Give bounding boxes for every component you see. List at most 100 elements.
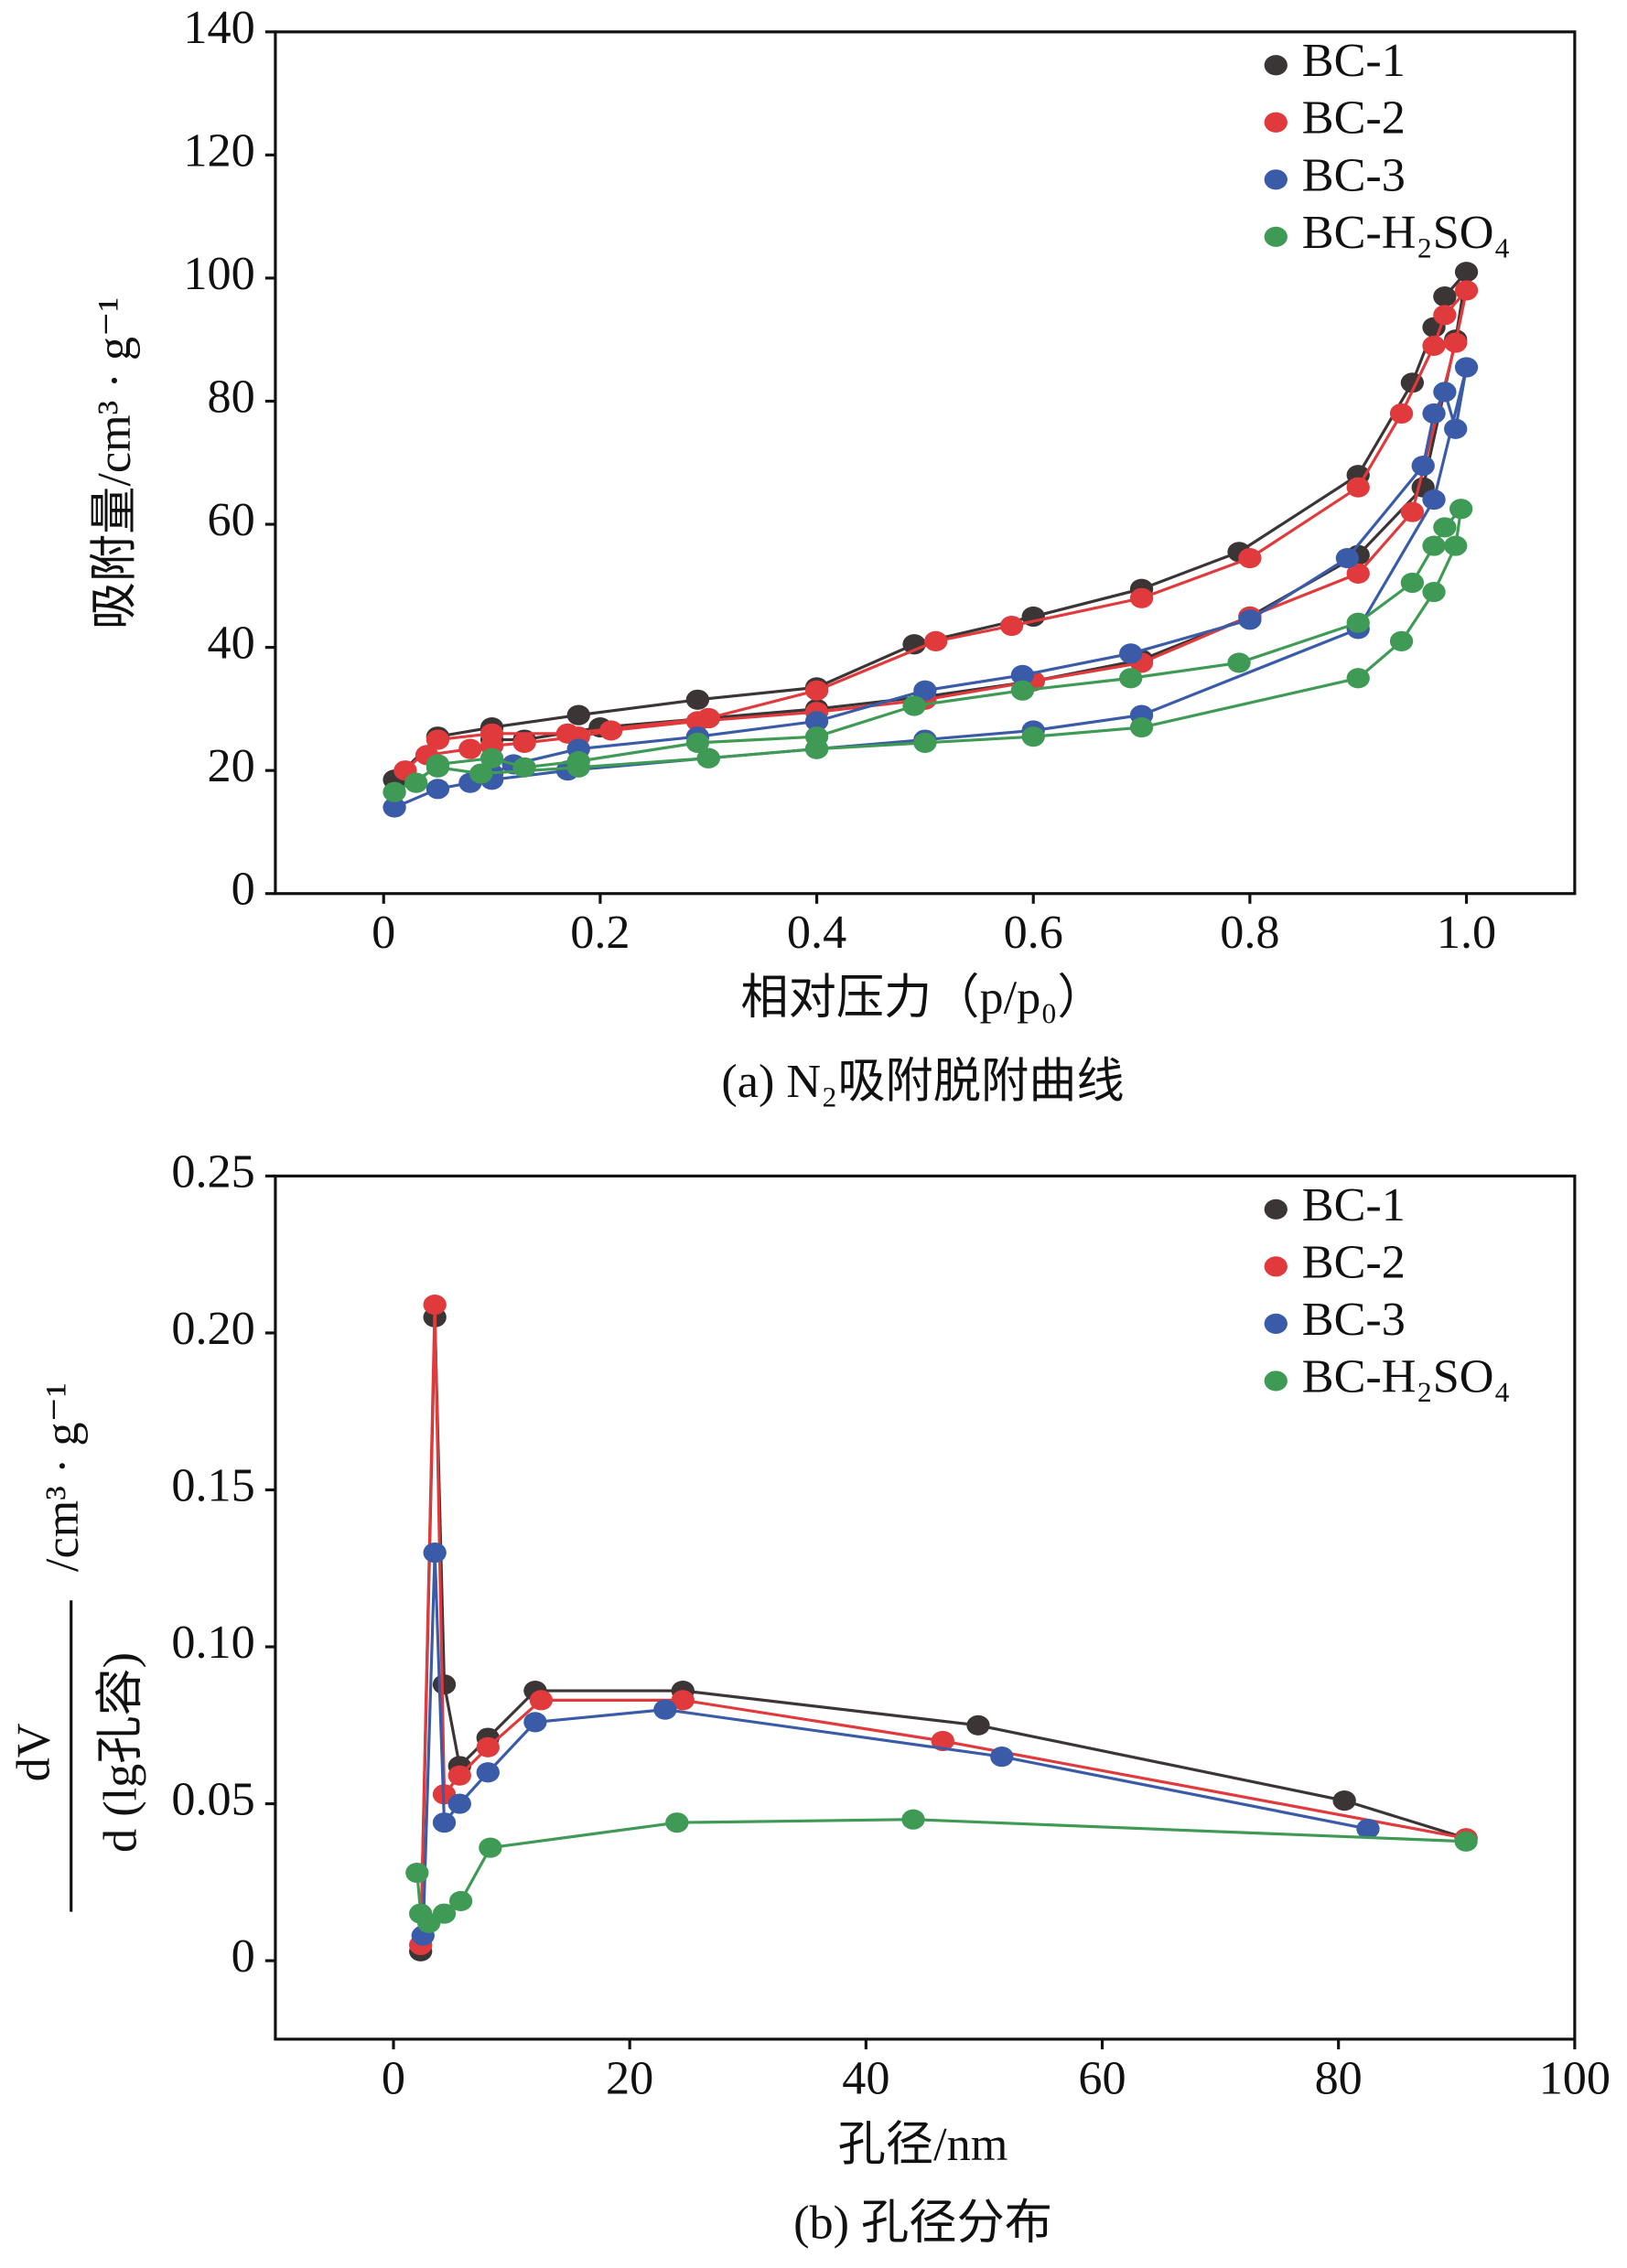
- data-point: [1433, 286, 1457, 307]
- y-axis-label: 吸附量/cm³ · g⁻¹: [88, 297, 141, 629]
- data-point: [405, 1862, 429, 1884]
- x-tick-label: 80: [1315, 2051, 1363, 2104]
- data-point: [476, 1762, 500, 1783]
- data-point: [1346, 563, 1370, 584]
- y-tick-label: 140: [183, 1, 254, 54]
- data-point: [1335, 547, 1360, 569]
- data-point: [432, 1903, 457, 1924]
- data-point: [423, 1542, 447, 1564]
- data-point: [671, 1690, 695, 1711]
- y-axis-label-numerator: dV: [6, 1723, 59, 1781]
- legend-label: BC-3: [1302, 1293, 1406, 1346]
- data-point: [447, 1793, 471, 1814]
- y-axis-label-unit: /cm³ · g⁻¹: [36, 1382, 89, 1572]
- legend-label: BC-1: [1302, 34, 1406, 87]
- y-tick-label: 0: [232, 1929, 255, 1983]
- data-point: [479, 1837, 502, 1858]
- data-point: [653, 1699, 677, 1720]
- legend-label: BC-H₂SO₄: [1302, 206, 1511, 259]
- data-point: [404, 772, 428, 793]
- y-tick-label: 60: [208, 493, 255, 546]
- data-point: [469, 763, 493, 784]
- x-tick-label: 0: [382, 2051, 405, 2104]
- data-point: [383, 797, 406, 818]
- x-tick-label: 1.0: [1437, 906, 1496, 959]
- caption: (a) N₂吸附脱附曲线: [721, 1055, 1124, 1108]
- data-point: [479, 747, 504, 769]
- y-tick-label: 100: [183, 247, 254, 300]
- data-point: [1346, 668, 1370, 689]
- data-point: [566, 704, 590, 726]
- legend-marker: [1264, 1256, 1288, 1277]
- y-axis-label-denominator: d (lg孔容): [93, 1652, 146, 1853]
- legend-marker: [1264, 1313, 1288, 1334]
- y-tick-label: 120: [183, 124, 254, 177]
- y-tick-label: 0.15: [171, 1458, 254, 1511]
- data-point: [1454, 262, 1479, 283]
- plot-frame: [274, 1174, 1577, 2041]
- data-point: [696, 747, 720, 769]
- x-tick-label: 0.6: [1004, 906, 1063, 959]
- data-point: [458, 738, 482, 759]
- y-tick-label: 0: [232, 863, 255, 916]
- data-point: [1444, 535, 1468, 556]
- data-point: [1422, 489, 1446, 511]
- x-tick-label: 0.2: [570, 906, 630, 959]
- data-point: [512, 757, 536, 778]
- data-point: [1389, 403, 1414, 425]
- data-point: [1010, 664, 1035, 685]
- data-point: [426, 754, 450, 775]
- data-point: [1356, 1818, 1380, 1840]
- plot-frame: [274, 30, 1577, 896]
- data-point: [685, 732, 710, 753]
- data-point: [1411, 456, 1435, 477]
- data-point: [1433, 517, 1457, 538]
- y-tick-label: 0.20: [171, 1302, 254, 1355]
- legend-marker: [1264, 112, 1288, 133]
- data-point: [1422, 335, 1446, 357]
- data-point: [1129, 716, 1154, 738]
- data-point: [1389, 630, 1414, 651]
- data-point: [1346, 612, 1370, 633]
- data-point: [1422, 535, 1446, 556]
- data-point: [1400, 572, 1425, 594]
- data-point: [1238, 547, 1262, 569]
- data-point: [1444, 332, 1468, 353]
- data-point: [1422, 403, 1446, 425]
- x-axis-label: 孔径/nm: [838, 2118, 1008, 2171]
- data-point: [685, 689, 710, 710]
- x-tick-label: 20: [606, 2051, 653, 2104]
- legend-label: BC-H₂SO₄: [1302, 1349, 1511, 1403]
- data-point: [901, 1809, 925, 1830]
- data-point: [1433, 382, 1457, 403]
- data-point: [423, 1294, 447, 1316]
- data-point: [804, 711, 829, 732]
- data-point: [804, 680, 829, 701]
- data-point: [523, 1712, 547, 1733]
- legend-marker: [1264, 1370, 1288, 1392]
- data-point: [902, 634, 926, 655]
- data-point: [1238, 609, 1262, 630]
- x-axis-label: 相对压力（p/p₀）: [740, 971, 1104, 1024]
- data-point: [426, 779, 450, 800]
- data-point: [566, 750, 590, 772]
- data-point: [383, 781, 406, 802]
- data-point: [529, 1690, 554, 1711]
- legend-marker: [1264, 226, 1288, 247]
- y-tick-label: 20: [208, 739, 255, 792]
- x-tick-label: 0.8: [1220, 906, 1279, 959]
- data-point: [1332, 1790, 1356, 1811]
- data-point: [1119, 643, 1143, 664]
- legend-label: BC-3: [1302, 148, 1406, 201]
- x-tick-label: 40: [842, 2051, 889, 2104]
- data-point: [913, 680, 937, 701]
- data-point: [512, 732, 536, 753]
- data-point: [999, 615, 1024, 637]
- data-point: [1433, 305, 1457, 326]
- data-point: [1129, 587, 1154, 608]
- data-point: [432, 1812, 457, 1833]
- legend-label: BC-1: [1302, 1178, 1406, 1231]
- legend-marker: [1264, 55, 1288, 76]
